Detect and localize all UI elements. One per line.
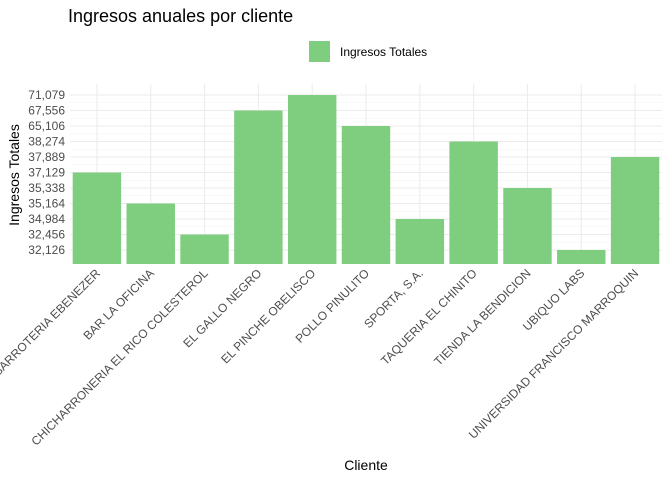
chart-title: Ingresos anuales por cliente (68, 6, 293, 26)
y-tick-label: 32,456 (28, 228, 65, 242)
bar (341, 126, 391, 264)
y-tick-label: 35,164 (28, 197, 65, 211)
bar (234, 110, 283, 264)
y-tick-label: 38,274 (28, 135, 65, 149)
x-axis-title: Cliente (344, 457, 388, 473)
bar (395, 219, 445, 264)
x-tick-label: EL PINCHE OBELISCO (218, 266, 318, 366)
y-tick-label: 34,984 (28, 212, 65, 226)
legend-key (309, 41, 330, 62)
y-axis-title: Ingresos Totales (6, 124, 22, 226)
bars (72, 95, 660, 264)
bar (503, 188, 552, 264)
y-tick-label: 35,338 (28, 181, 65, 195)
bar (126, 203, 175, 264)
y-tick-label: 32,126 (28, 243, 65, 257)
bar (610, 157, 660, 264)
y-tick-label: 37,889 (28, 150, 65, 164)
y-tick-label: 67,556 (28, 104, 65, 118)
legend-label: Ingresos Totales (340, 45, 427, 59)
bar (287, 95, 337, 264)
bar (180, 234, 229, 264)
bar (557, 250, 606, 264)
x-tick-label: TAQUERIA EL CHINITO (378, 266, 480, 368)
y-tick-label: 65,106 (28, 119, 65, 133)
x-tick-label: TIENDA LA BENDICION (431, 266, 533, 368)
bar (72, 172, 122, 264)
y-tick-label: 71,079 (28, 88, 65, 102)
y-tick-label: 37,129 (28, 166, 65, 180)
legend: Ingresos Totales (309, 41, 427, 62)
bar (449, 141, 498, 264)
